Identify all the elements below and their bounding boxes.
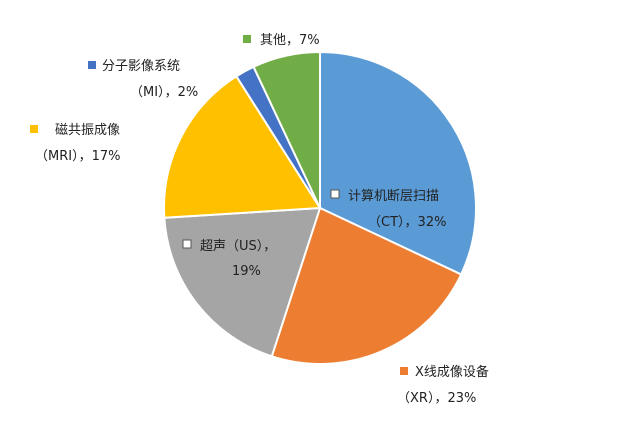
slice-label: 计算机断层扫描 (348, 189, 439, 204)
slice-label: 19% (232, 264, 261, 279)
label-part: ， (165, 85, 178, 100)
label-part: ， (263, 239, 276, 254)
label-part: 2% (178, 85, 199, 100)
slice-label: （CT），32% (368, 215, 446, 230)
label-part: （US） (226, 239, 263, 254)
label-marker (182, 239, 192, 249)
slice-label: （MI），2% (130, 85, 198, 100)
label-marker (243, 35, 251, 43)
label-part: 计算机断层扫描 (348, 189, 439, 204)
slice-label: X线成像设备 (415, 364, 489, 380)
label-part: 7% (299, 33, 320, 48)
pie-slice (163, 206, 322, 358)
label-part: 磁共振成像 (55, 123, 120, 138)
label-part: （XR） (397, 391, 434, 406)
label-part: 超声 (200, 239, 226, 254)
slice-label: 磁共振成像 (55, 123, 120, 138)
label-marker (400, 367, 408, 375)
label-part: 32% (418, 215, 447, 230)
pie-slice (319, 50, 477, 276)
label-marker (30, 125, 38, 133)
pie-slice (163, 74, 322, 219)
slice-label: （XR），23% (397, 391, 476, 406)
slice-label: （MRI），17% (35, 149, 121, 164)
pie-slice (252, 50, 321, 209)
label-part: 23% (447, 391, 476, 406)
label-part: 分子影像系统 (102, 59, 180, 74)
label-part: 17% (92, 149, 121, 164)
label-part: X线成像设备 (415, 364, 489, 380)
label-part: ， (79, 149, 92, 164)
label-part: （MRI） (35, 149, 79, 164)
label-part: ， (405, 215, 418, 230)
label-part: （CT） (368, 215, 405, 230)
label-part: （MI） (130, 85, 165, 100)
label-part: ， (286, 33, 299, 48)
label-part: ， (434, 391, 447, 406)
label-part: 19% (232, 264, 261, 279)
label-marker (88, 61, 96, 69)
label-part: 其他 (260, 33, 286, 48)
pie-slice (270, 206, 463, 365)
slice-label: 分子影像系统 (102, 59, 180, 74)
label-marker (330, 189, 340, 199)
slice-label: 其他，7% (260, 33, 320, 48)
slice-label: 超声（US）， (200, 239, 276, 254)
